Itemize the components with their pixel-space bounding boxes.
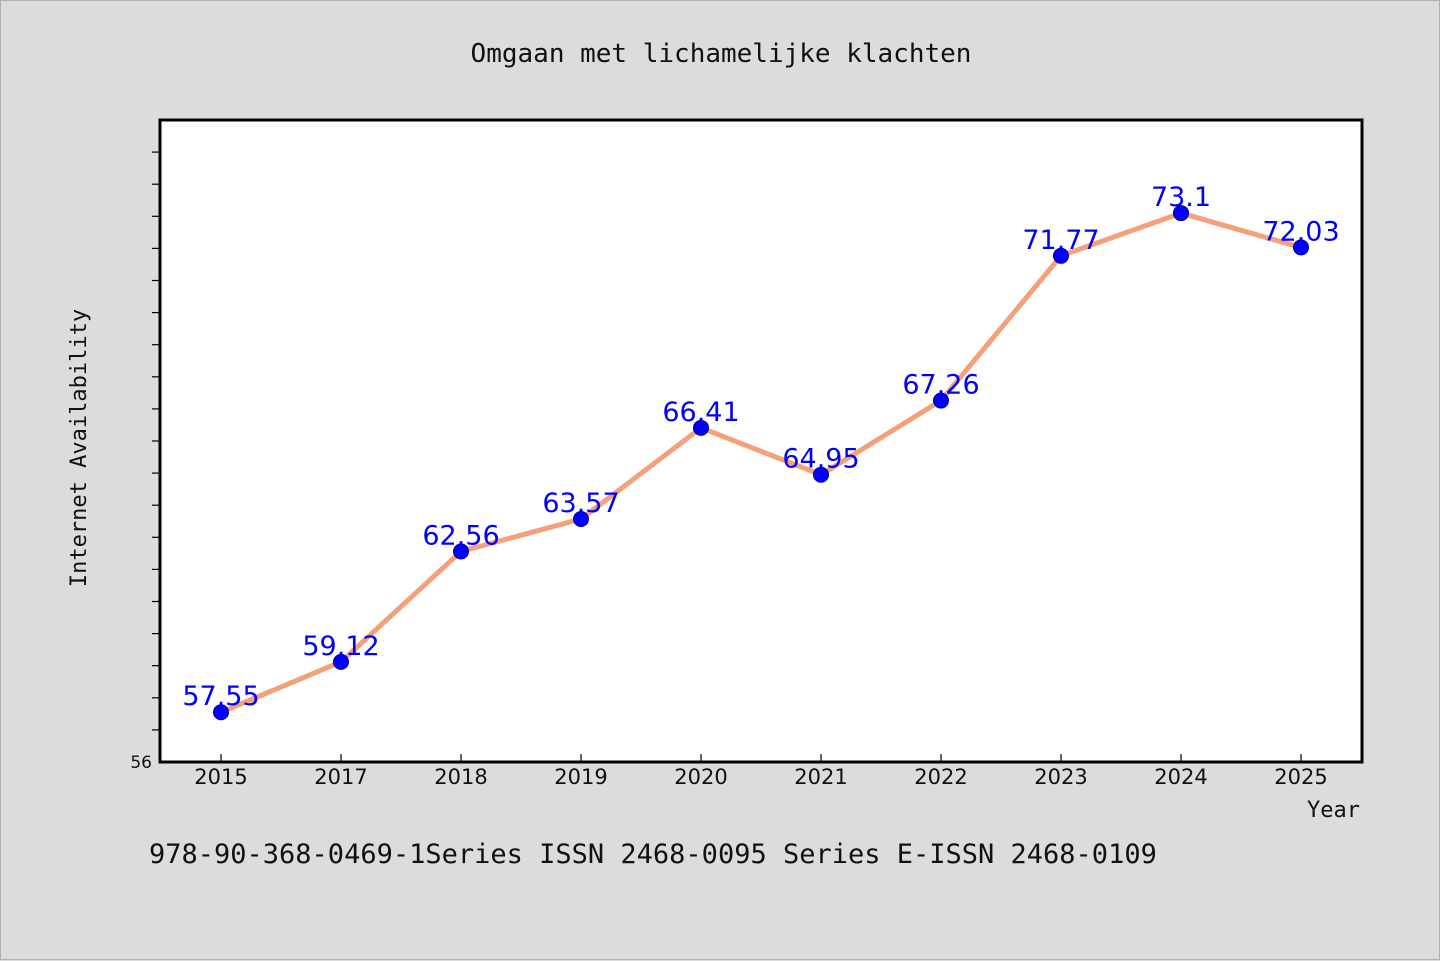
series-line bbox=[218, 210, 1304, 715]
x-tick-label: 2023 bbox=[1034, 765, 1087, 789]
data-point bbox=[693, 419, 709, 436]
chart-title: Omgaan met lichamelijke klachten bbox=[471, 39, 972, 69]
x-tick-label: 2018 bbox=[434, 765, 487, 789]
data-label: 71.77 bbox=[1022, 225, 1099, 256]
y-axis-ticks: 56 bbox=[130, 151, 161, 773]
series-line-group bbox=[218, 210, 1304, 715]
data-label: 62.56 bbox=[422, 520, 499, 551]
data-point bbox=[573, 511, 589, 528]
data-label: 59.12 bbox=[302, 631, 379, 662]
data-label: 66.41 bbox=[662, 397, 739, 428]
x-tick-label: 2017 bbox=[314, 765, 367, 789]
data-point bbox=[333, 653, 349, 670]
x-tick-label: 2025 bbox=[1274, 765, 1327, 789]
data-label: 63.57 bbox=[542, 488, 619, 519]
data-point bbox=[813, 466, 829, 483]
data-point bbox=[933, 392, 949, 409]
data-labels: 57.55 59.12 62.56 63.57 66.41 64.95 67.26 71.77… bbox=[182, 182, 1339, 712]
y-tick-label: 56 bbox=[130, 753, 152, 773]
data-point bbox=[453, 543, 469, 560]
data-label: 64.95 bbox=[782, 444, 859, 475]
data-point bbox=[213, 704, 229, 721]
data-point bbox=[1053, 247, 1069, 264]
series-markers bbox=[213, 205, 1309, 721]
plot-area bbox=[158, 118, 1364, 764]
x-axis-ticks: 2015 2017 2018 2019 2020 2021 2022 2023 2024 2025 bbox=[194, 754, 1328, 789]
data-label: 67.26 bbox=[902, 370, 979, 401]
data-point bbox=[1293, 239, 1309, 256]
y-axis-label: Internet Availability bbox=[67, 309, 92, 587]
data-label: 73.1 bbox=[1151, 182, 1211, 213]
x-axis-label: Year bbox=[1307, 798, 1360, 823]
x-tick-label: 2021 bbox=[794, 765, 847, 789]
data-label: 57.55 bbox=[182, 681, 259, 712]
data-point bbox=[1173, 205, 1189, 222]
x-tick-label: 2015 bbox=[194, 765, 247, 789]
footer-isbn-text: 978-90-368-0469-1Series ISSN 2468-0095 S… bbox=[149, 839, 1157, 870]
data-label: 72.03 bbox=[1262, 216, 1339, 247]
x-tick-label: 2022 bbox=[914, 765, 967, 789]
x-tick-label: 2019 bbox=[554, 765, 607, 789]
x-tick-label: 2020 bbox=[674, 765, 727, 789]
x-tick-label: 2024 bbox=[1154, 765, 1207, 789]
